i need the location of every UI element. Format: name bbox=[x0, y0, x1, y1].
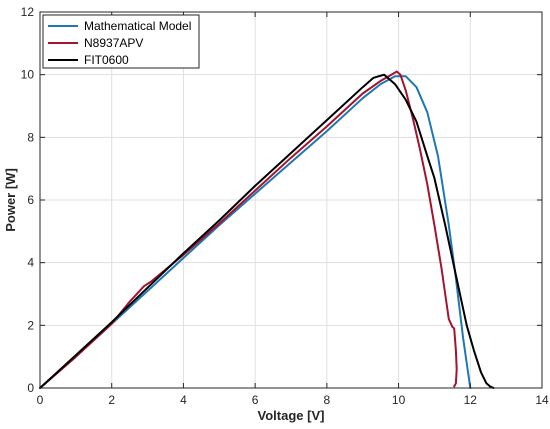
y-tick-label: 10 bbox=[21, 68, 35, 82]
y-tick-label: 2 bbox=[27, 318, 34, 332]
y-tick-label: 4 bbox=[27, 256, 34, 270]
x-tick-label: 8 bbox=[324, 393, 331, 407]
y-tick-label: 8 bbox=[27, 130, 34, 144]
y-tick-label: 6 bbox=[27, 193, 34, 207]
legend-label: FIT0600 bbox=[84, 53, 129, 67]
legend: Mathematical Model N8937APV FIT0600 bbox=[42, 14, 200, 69]
series-line-1 bbox=[39, 75, 472, 389]
x-tick-label: 14 bbox=[535, 393, 549, 407]
legend-label: N8937APV bbox=[84, 36, 143, 50]
series-line-3 bbox=[39, 73, 495, 389]
series-lines bbox=[39, 70, 495, 389]
x-tick-label: 4 bbox=[180, 393, 187, 407]
series-line-2 bbox=[39, 70, 458, 389]
y-tick-label: 0 bbox=[27, 381, 34, 395]
ticks: 0 2 4 6 8 10 12 14 0 2 4 6 8 10 12 bbox=[21, 5, 549, 407]
y-axis-title: Power [W] bbox=[3, 168, 18, 232]
x-tick-label: 0 bbox=[37, 393, 44, 407]
x-tick-label: 12 bbox=[464, 393, 478, 407]
x-tick-label: 10 bbox=[392, 393, 406, 407]
x-tick-label: 2 bbox=[108, 393, 115, 407]
x-tick-label: 6 bbox=[252, 393, 259, 407]
y-tick-label: 12 bbox=[21, 5, 35, 19]
legend-label: Mathematical Model bbox=[84, 19, 191, 33]
x-axis-title: Voltage [V] bbox=[258, 408, 325, 423]
